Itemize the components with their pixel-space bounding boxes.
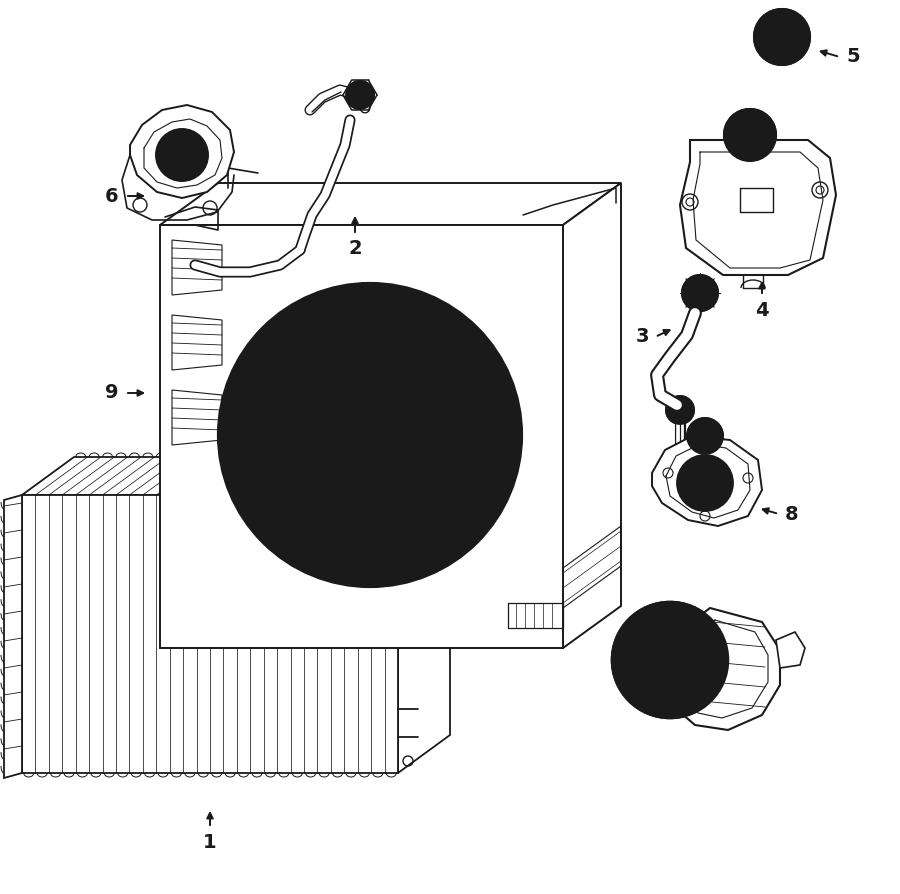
Text: 1: 1 xyxy=(203,833,217,853)
Polygon shape xyxy=(680,140,836,275)
Circle shape xyxy=(156,129,208,181)
Circle shape xyxy=(612,602,728,718)
Polygon shape xyxy=(172,240,222,295)
Circle shape xyxy=(353,453,361,461)
Polygon shape xyxy=(363,352,507,411)
Circle shape xyxy=(392,431,400,439)
Polygon shape xyxy=(398,457,450,773)
Text: 9: 9 xyxy=(105,384,119,402)
Circle shape xyxy=(687,418,723,454)
Text: 6: 6 xyxy=(105,187,119,206)
Polygon shape xyxy=(363,435,438,573)
Text: 3: 3 xyxy=(635,327,649,347)
Polygon shape xyxy=(160,225,563,648)
Text: 4: 4 xyxy=(755,300,769,319)
Circle shape xyxy=(218,283,522,587)
Circle shape xyxy=(346,81,374,109)
Polygon shape xyxy=(22,495,398,773)
Polygon shape xyxy=(776,632,805,668)
Circle shape xyxy=(682,275,718,311)
Text: 8: 8 xyxy=(785,504,799,524)
Text: 7: 7 xyxy=(713,662,727,681)
Circle shape xyxy=(321,386,419,484)
Polygon shape xyxy=(22,457,450,495)
Polygon shape xyxy=(172,390,222,445)
Circle shape xyxy=(778,33,786,41)
Polygon shape xyxy=(675,608,780,730)
Text: 5: 5 xyxy=(846,47,860,66)
Polygon shape xyxy=(160,183,621,225)
Text: 2: 2 xyxy=(348,239,362,257)
Circle shape xyxy=(337,401,403,468)
Polygon shape xyxy=(232,397,363,491)
Polygon shape xyxy=(273,308,340,450)
Polygon shape xyxy=(257,461,392,547)
Polygon shape xyxy=(563,183,621,648)
Circle shape xyxy=(701,479,709,487)
Polygon shape xyxy=(4,495,22,778)
Polygon shape xyxy=(391,402,497,527)
Polygon shape xyxy=(130,105,234,198)
Circle shape xyxy=(666,396,694,424)
Circle shape xyxy=(754,9,810,65)
Polygon shape xyxy=(652,436,762,526)
Circle shape xyxy=(724,109,776,161)
Circle shape xyxy=(677,455,733,511)
Polygon shape xyxy=(172,315,222,370)
Polygon shape xyxy=(327,299,436,420)
Circle shape xyxy=(353,409,361,417)
